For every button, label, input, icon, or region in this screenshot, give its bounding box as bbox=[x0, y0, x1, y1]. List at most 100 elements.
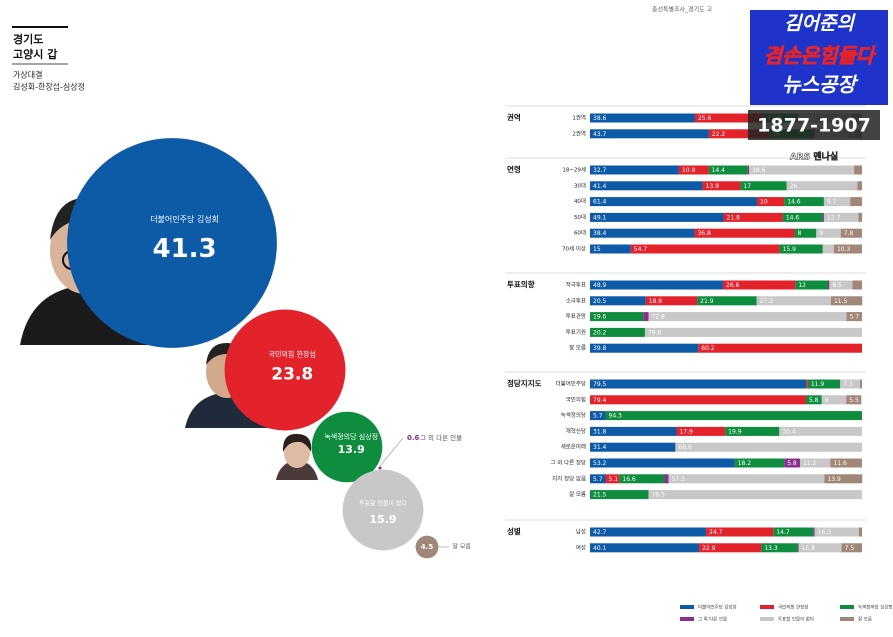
row-label: 지지 정당 없음 bbox=[552, 474, 586, 482]
data-label: 22.9 bbox=[702, 545, 716, 552]
bubble-value: 4.5 bbox=[421, 543, 434, 551]
data-label: 79.5 bbox=[593, 381, 607, 388]
bubble bbox=[311, 411, 383, 483]
bar-segment bbox=[590, 296, 646, 306]
bubble bbox=[224, 309, 346, 431]
bar-segment bbox=[830, 296, 863, 306]
leader-line bbox=[379, 437, 404, 467]
bar-segment bbox=[797, 543, 799, 553]
bar-segment bbox=[807, 379, 841, 389]
region: 경기도 bbox=[13, 32, 43, 46]
data-label: 12 bbox=[798, 282, 806, 289]
logo-box bbox=[750, 10, 888, 105]
row-label: 투표기권 bbox=[566, 328, 586, 336]
data-label: 41.4 bbox=[593, 183, 607, 190]
bar-segment bbox=[816, 228, 841, 238]
bar-segment bbox=[859, 527, 862, 537]
bar-segment bbox=[830, 458, 862, 468]
row-label: 60대 bbox=[574, 229, 586, 237]
bar-segment bbox=[799, 458, 831, 468]
data-label: 10.3 bbox=[837, 246, 851, 253]
data-label: 31.4 bbox=[593, 444, 607, 451]
bar-segment bbox=[590, 411, 606, 421]
legend-label: 더불어민주당 김성회 bbox=[698, 604, 737, 611]
district: 고양시 갑 bbox=[13, 47, 57, 61]
data-label: 68.6 bbox=[678, 444, 692, 451]
bar-segment bbox=[846, 395, 862, 405]
bar-segment bbox=[779, 244, 823, 254]
bar-segment bbox=[590, 165, 679, 175]
bubble-name: 더불어민주당 김성회 bbox=[150, 214, 219, 224]
data-label: 72.8 bbox=[651, 314, 665, 321]
bar-segment bbox=[725, 426, 780, 436]
data-label: 15 bbox=[593, 246, 601, 253]
bar-segment bbox=[833, 244, 862, 254]
bar-segment bbox=[619, 474, 665, 484]
data-label: 11.5 bbox=[834, 298, 848, 305]
bar-segment bbox=[784, 458, 800, 468]
bar-segment bbox=[590, 527, 707, 537]
data-label: 21.8 bbox=[727, 214, 741, 221]
bar-segment bbox=[644, 327, 862, 337]
data-label: 11.2 bbox=[803, 460, 817, 467]
bar-segment bbox=[590, 312, 644, 322]
bubble-name: 그 외 다른 인물 bbox=[420, 433, 462, 442]
bar-segment bbox=[828, 280, 830, 290]
data-label: 79.4 bbox=[593, 397, 607, 404]
bar-segment bbox=[590, 228, 695, 238]
data-label: 9 bbox=[819, 230, 823, 237]
legend-label: 투표할 인물이 없다 bbox=[778, 616, 815, 623]
row-label: 30대 bbox=[574, 181, 586, 189]
bar-segment bbox=[605, 411, 862, 421]
bar-segment bbox=[590, 343, 699, 353]
bar-segment bbox=[829, 280, 853, 290]
bar-segment bbox=[590, 490, 649, 500]
row-label: 18~29세 bbox=[562, 166, 586, 174]
data-label: 22.2 bbox=[712, 131, 726, 138]
bar-segment bbox=[850, 197, 862, 207]
bar-segment bbox=[645, 296, 698, 306]
bar-segment bbox=[784, 197, 824, 207]
bar-segment bbox=[676, 426, 726, 436]
data-label: 39.8 bbox=[593, 345, 607, 352]
bar-segment bbox=[697, 296, 757, 306]
data-label: 7.8 bbox=[844, 230, 854, 237]
data-label: 16.6 bbox=[622, 476, 636, 483]
data-label: 49.1 bbox=[593, 214, 607, 221]
row-label: 국민의힘 bbox=[566, 395, 586, 403]
portrait bbox=[276, 433, 318, 480]
bubble-name: 투표할 인물이 없다 bbox=[359, 500, 407, 508]
data-label: 5.8 bbox=[787, 460, 797, 467]
data-label: 43.7 bbox=[593, 131, 607, 138]
bar-segment bbox=[857, 181, 862, 191]
row-label: 잘 모름 bbox=[569, 490, 586, 498]
bar-segment bbox=[824, 474, 863, 484]
data-label: 24.7 bbox=[709, 529, 723, 536]
data-label: 42.7 bbox=[593, 529, 607, 536]
data-label: 9 bbox=[825, 397, 829, 404]
bar-segment bbox=[723, 212, 783, 222]
row-label: 소극투표 bbox=[566, 297, 586, 304]
data-label: 5.1 bbox=[609, 476, 619, 483]
data-label: 18.9 bbox=[649, 298, 663, 305]
bar-segment bbox=[757, 197, 785, 207]
logo-text: 뉴스공장 bbox=[782, 73, 859, 97]
data-label: 19.9 bbox=[728, 428, 742, 435]
bar-segment bbox=[822, 212, 824, 222]
data-label: 40.1 bbox=[593, 545, 607, 552]
bar-segment bbox=[794, 228, 817, 238]
legend-swatch bbox=[680, 617, 694, 621]
data-label: 78.5 bbox=[651, 492, 665, 499]
data-label: 20.2 bbox=[593, 329, 607, 336]
data-label: 8 bbox=[798, 230, 802, 237]
bar-segment bbox=[668, 474, 825, 484]
row-label: 잘 모름 bbox=[569, 344, 586, 352]
bar-segment bbox=[841, 543, 862, 553]
row-label: 투표관망 bbox=[566, 312, 586, 320]
data-label: 15.9 bbox=[783, 246, 797, 253]
bar-segment bbox=[664, 474, 669, 484]
bubble-value: 13.9 bbox=[338, 443, 365, 456]
bar-segment bbox=[806, 379, 808, 389]
bubble bbox=[415, 535, 439, 559]
data-label: 11.9 bbox=[811, 381, 825, 388]
